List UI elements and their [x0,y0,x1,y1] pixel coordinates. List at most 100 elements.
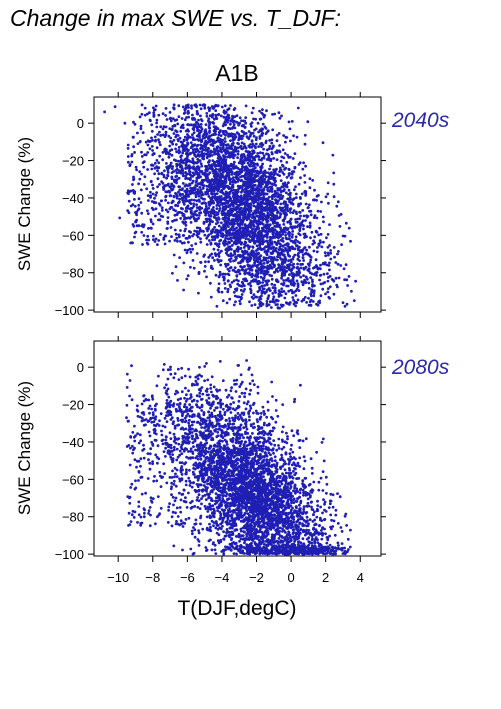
scatter-point [218,183,222,187]
scatter-point [260,196,264,200]
scatter-point [273,300,276,304]
scatter-point [185,156,189,160]
scatter-point [291,233,294,237]
scatter-point [137,207,141,211]
scatter-point [209,219,213,223]
scatter-point [293,397,297,401]
scatter-point [256,163,259,167]
scatter-point [227,135,230,138]
scatter-point [281,163,284,167]
scatter-point [265,152,268,156]
scatter-point [183,229,187,233]
scatter-point [266,219,270,223]
scatter-point [228,190,232,194]
scatter-point [223,181,227,185]
scatter-point [204,123,208,126]
scatter-point [146,234,150,238]
scatter-point [171,495,175,499]
scatter-point [242,124,246,128]
scatter-point [291,267,294,271]
scatter-point [177,201,180,205]
scatter-point [264,208,268,212]
scatter-point [253,234,256,238]
scatter-point [248,164,252,168]
scatter-point [192,266,196,270]
scatter-point [189,221,193,224]
scatter-point [273,176,277,180]
scatter-point [206,179,209,183]
scatter-point [221,272,224,276]
scatter-point [168,117,172,120]
scatter-point [232,290,236,294]
scatter-point [205,236,209,240]
scatter-point [308,221,312,225]
scatter-point [354,279,357,283]
scatter-point [238,238,242,242]
scatter-point [214,273,218,277]
scatter-point [265,148,269,152]
scatter-point [197,125,201,129]
scatter-point [244,407,248,411]
scatter-point [211,256,215,260]
scatter-point [174,143,178,146]
scatter-point [248,240,252,244]
scatter-point [132,145,136,149]
scatter-point [211,235,215,239]
scatter-point [175,130,179,134]
scatter-point [259,207,263,211]
scatter-point [256,252,260,256]
scatter-point [169,140,172,143]
scatter-point [233,197,237,201]
scatter-point [251,246,255,249]
scatter-point [160,206,164,210]
scatter-point [203,129,207,133]
scatter-point [185,205,189,209]
scatter-point [130,398,134,402]
scatter-point [262,262,266,265]
scatter-point [228,147,231,150]
scatter-point [270,306,273,309]
scatter-point [215,228,219,232]
scatter-point [194,242,198,246]
scatter-point [255,136,258,140]
scatter-point [292,225,296,229]
scatter-point [155,125,159,129]
scatter-point [270,138,274,142]
scatter-point [276,192,280,196]
scatter-point [189,265,192,269]
scatter-point [259,193,262,197]
scatter-point [172,544,176,548]
scatter-point [313,235,317,239]
scatter-point [201,181,205,185]
scatter-point [297,255,301,258]
scatter-point [231,195,235,198]
scatter-point [296,217,300,221]
scatter-point [301,167,305,171]
scatter-point [238,214,242,218]
scatter-point [286,253,290,256]
scatter-point [156,243,159,247]
scatter-point [262,410,266,413]
scatter-point [288,301,292,304]
scatter-point [199,162,203,166]
scatter-point [171,271,174,275]
scatter-point [151,183,154,187]
scatter-point [257,198,260,202]
scatter-point [208,126,212,130]
scatter-point [279,212,282,215]
scatter-point [150,163,154,167]
scatter-point [218,270,222,274]
scatter-point [230,281,234,284]
scatter-point [171,199,175,203]
scatter-point [217,168,221,172]
scatter-point [239,234,243,238]
scatter-point [215,242,218,246]
scatter-point [279,257,283,261]
scatter-point [170,493,173,497]
scatter-point [270,208,274,212]
scatter-point [166,216,170,220]
scatter-point [143,106,147,110]
scatter-point [226,143,230,147]
scatter-point [204,546,208,549]
